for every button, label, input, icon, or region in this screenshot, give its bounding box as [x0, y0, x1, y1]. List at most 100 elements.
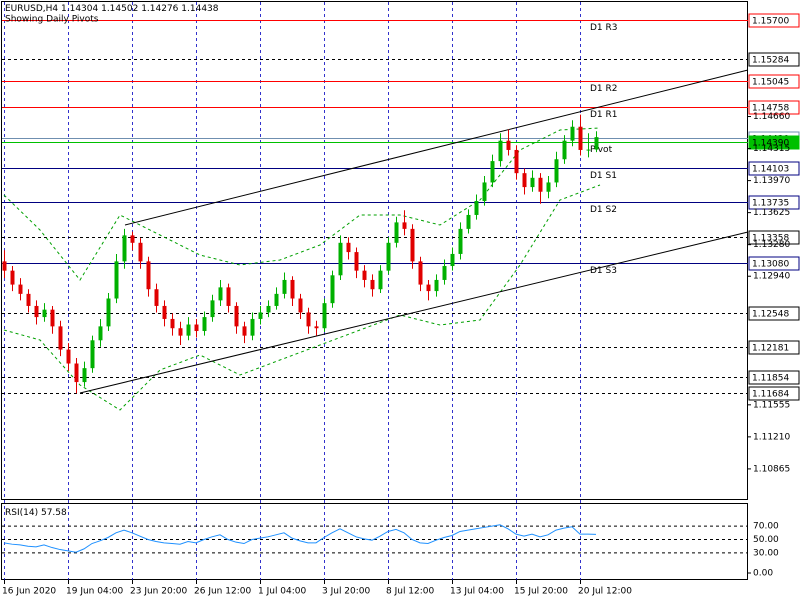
candle-body — [114, 261, 119, 299]
candle-body — [226, 287, 231, 306]
level-label-box — [748, 386, 800, 401]
rsi-value: 57.58 — [41, 508, 67, 518]
candle-body — [338, 242, 343, 276]
pivot-name: D1 S1 — [590, 171, 617, 181]
lower-envelope — [3, 184, 601, 411]
candle-body — [106, 298, 111, 327]
candle-body — [162, 305, 167, 319]
level-label-box — [748, 256, 800, 271]
pivot-name: D1 R1 — [590, 110, 618, 120]
candle-body — [258, 312, 263, 319]
rsi-tick-label: 70.00 — [753, 522, 779, 532]
level-label: 1.15700 — [752, 17, 789, 27]
subtitle: Showing Daily Pivots — [5, 15, 99, 25]
level-label-box — [748, 13, 800, 28]
candle-body — [130, 235, 135, 243]
level-label: 1.13080 — [752, 260, 789, 270]
candle-body — [186, 324, 191, 336]
candle-body — [202, 317, 207, 332]
open: 1.14304 — [61, 4, 98, 14]
x-tick-label: 23 Jun 20:00 — [130, 587, 187, 597]
candle-body — [58, 326, 63, 350]
upper-envelope — [3, 127, 601, 281]
grid — [4, 2, 581, 580]
candle-body — [42, 309, 47, 318]
high: 1.14502 — [101, 4, 138, 14]
x-tick-label: 26 Jun 12:00 — [194, 587, 251, 597]
y-tick-label: 1.13625 — [753, 208, 790, 218]
level-label-box — [748, 195, 800, 210]
candle-body — [594, 137, 599, 150]
candle-body — [146, 261, 151, 290]
level-label-box — [748, 74, 800, 89]
x-tick-label: 8 Jul 12:00 — [386, 587, 435, 597]
candle-body — [178, 328, 183, 336]
rsi-header: RSI(14) 57.58 — [5, 508, 67, 518]
candle-body — [34, 305, 39, 318]
candle-body — [402, 222, 407, 229]
level-label-box — [748, 161, 800, 176]
pivot-name: Pivot — [590, 145, 613, 155]
candle-body — [506, 140, 511, 150]
candle-body — [314, 326, 319, 329]
y-tick-label: 1.10865 — [753, 464, 790, 474]
candle-body — [458, 228, 463, 254]
level-label: 1.11854 — [752, 374, 789, 384]
candle-body — [90, 340, 95, 369]
x-tick-label: 20 Jul 12:00 — [578, 587, 632, 597]
pivot-name: D1 S3 — [590, 266, 617, 276]
candle-body — [218, 287, 223, 301]
candle-body — [154, 289, 159, 306]
level-label-box — [748, 135, 800, 150]
candle-body — [170, 318, 175, 329]
candle-body — [330, 275, 335, 304]
level-label: 1.11684 — [752, 390, 789, 400]
pivot-name: D1 R3 — [590, 23, 618, 33]
y-tick-label: 1.14660 — [753, 112, 790, 122]
candle-body — [274, 293, 279, 306]
lower-trendline — [79, 231, 749, 394]
y-tick-label: 1.14315 — [753, 144, 790, 154]
candle-body — [98, 326, 103, 341]
candle-body — [586, 149, 591, 151]
candle-body — [562, 140, 567, 160]
candle-body — [426, 284, 431, 292]
rsi-label: RSI(14) — [5, 508, 38, 518]
candle-body — [138, 242, 143, 262]
level-label: 1.14390 — [752, 139, 789, 149]
candle-body — [362, 270, 367, 280]
candle-body — [234, 305, 239, 327]
candle-body — [466, 214, 471, 229]
candle-body — [450, 253, 455, 267]
candle-body — [490, 161, 495, 183]
low: 1.14276 — [141, 4, 178, 14]
candle-body — [18, 284, 23, 294]
candle-body — [522, 173, 527, 188]
candle-body — [554, 159, 559, 183]
candle-body — [578, 126, 583, 150]
level-label-box — [748, 52, 800, 67]
candle-body — [498, 140, 503, 162]
rsi-tick-label: 30.00 — [753, 548, 779, 558]
levels: 1.15700 D1 R3 1.15284 1.15045 D1 R2 1.14758 D1… — [2, 13, 800, 401]
candle-body — [290, 279, 295, 299]
y-tick-label: 1.13970 — [753, 176, 790, 186]
candle-body — [26, 293, 31, 306]
candle-body — [442, 266, 447, 280]
level-label-box — [748, 100, 800, 115]
upper-trendline — [124, 69, 749, 226]
symbol: EURUSD,H4 — [5, 4, 58, 14]
level-label: 1.12548 — [752, 310, 789, 320]
candle-body — [322, 303, 327, 329]
candle-body — [266, 305, 271, 313]
level-label: 1.12181 — [752, 344, 789, 354]
candle-body — [194, 324, 199, 332]
candle-body — [66, 349, 71, 364]
level-label: 1.15045 — [752, 78, 789, 88]
level-label-box — [748, 306, 800, 321]
candle-body — [538, 177, 543, 192]
candle-body — [50, 309, 55, 327]
pivot-name: D1 S2 — [590, 205, 617, 215]
